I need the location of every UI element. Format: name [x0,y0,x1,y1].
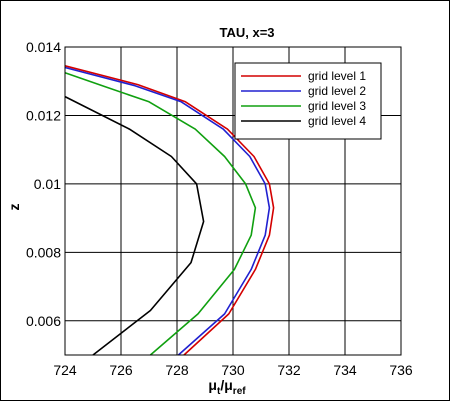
x-tick-label: 726 [109,362,133,378]
y-tick-label: 0.006 [26,313,61,329]
x-label-mu: μ [208,377,217,393]
legend-label-1: grid level 1 [308,69,366,83]
x-tick-label: 736 [389,362,413,378]
y-tick-label: 0.014 [26,39,61,55]
y-tick-label: 0.012 [26,107,61,123]
series-line-2 [64,66,271,356]
x-axis-ticks: 724 726 728 730 732 734 736 [53,362,413,378]
legend-label-3: grid level 3 [308,99,366,113]
legend-label-4: grid level 4 [308,114,366,128]
x-label-slash-mu: /μ [220,377,232,393]
y-tick-label: 0.01 [34,176,61,192]
legend-label-2: grid level 2 [308,84,366,98]
x-tick-label: 730 [221,362,245,378]
x-axis-label: μt/μref [208,377,246,397]
chart-title: TAU, x=3 [219,25,274,40]
x-label-sub-t: t [217,386,221,397]
y-tick-label: 0.008 [26,244,61,260]
x-tick-label: 728 [165,362,189,378]
x-tick-label: 732 [277,362,301,378]
series-line-4 [64,95,205,356]
x-tick-label: 734 [333,362,357,378]
y-axis-label: z [6,204,22,211]
x-tick-label: 724 [53,362,77,378]
plot-border [64,46,402,356]
series-line-1 [64,65,275,356]
series-line-3 [64,71,257,356]
series-lines [64,65,275,356]
y-axis-ticks: 0.006 0.008 0.01 0.012 0.014 [26,39,61,329]
x-label-sub-ref: ref [233,386,246,397]
